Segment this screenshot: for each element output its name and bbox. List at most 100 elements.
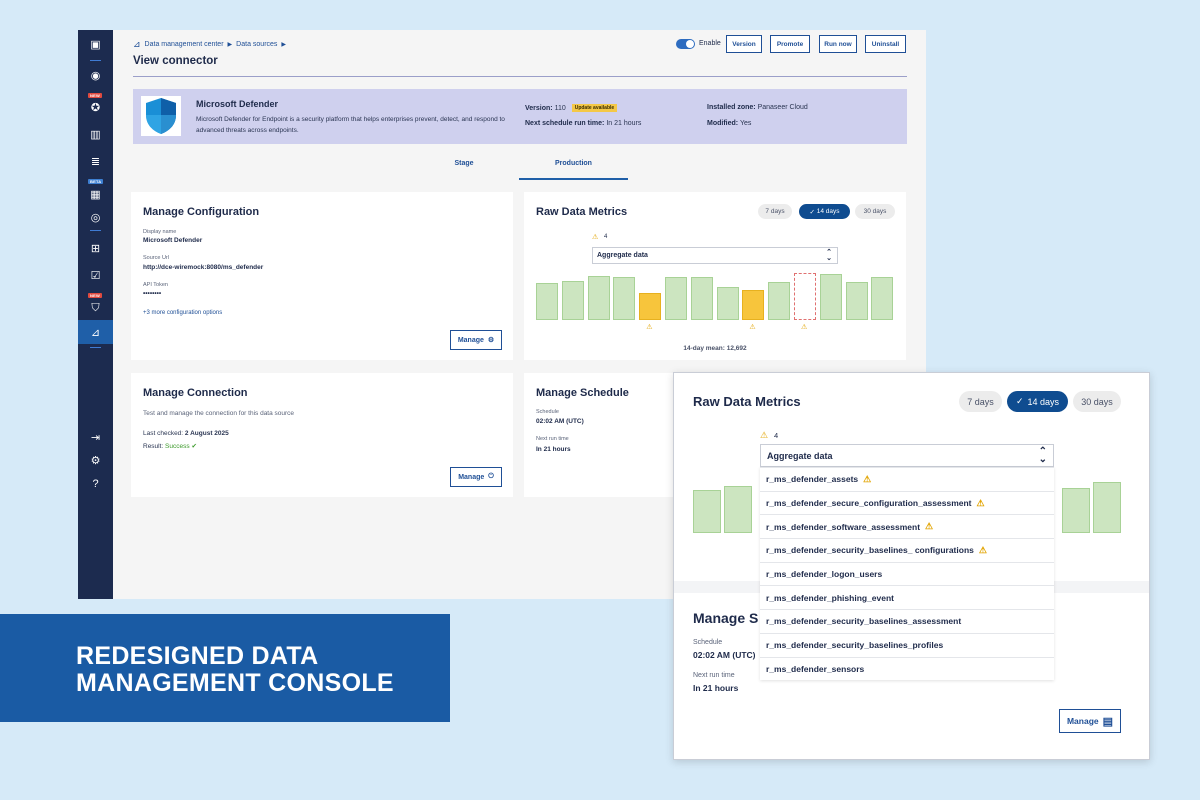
dataset-option-label: r_ms_defender_security_baselines_ config… [766, 545, 974, 556]
config-card: Manage Configuration Display name Micros… [131, 192, 513, 360]
update-available-badge[interactable]: Update available [571, 104, 618, 112]
check-icon: ✓ [809, 208, 817, 216]
chart-bar[interactable] [845, 282, 868, 320]
run-now-button[interactable]: Run now [819, 35, 857, 53]
gear-icon[interactable]: ⚙ [90, 454, 101, 467]
chart-bar[interactable] [639, 292, 662, 320]
help-icon[interactable]: ? [92, 478, 99, 490]
chart-bar[interactable] [819, 273, 842, 320]
app-logo-icon[interactable]: ▣ [90, 38, 101, 51]
range-7-days[interactable]: 7 days [758, 204, 792, 219]
promote-button[interactable]: Promote [770, 35, 810, 53]
connection-card: Manage Connection Test and manage the co… [131, 373, 513, 497]
new-badge: NEW [88, 93, 102, 98]
next-run-time-value: In 21 hours [536, 446, 571, 453]
schedule-value: 02:02 AM (UTC) [536, 418, 584, 425]
zoom-data-select[interactable]: Aggregate data ⌃ ⌄ [760, 444, 1054, 467]
chart-bar[interactable] [587, 275, 610, 320]
chart-bar[interactable] [613, 277, 636, 320]
zoomed-metrics-panel: Raw Data Metrics 7 days ✓ 14 days 30 days… [673, 372, 1150, 760]
zone-label: Installed zone: [707, 104, 756, 111]
caption-banner: REDESIGNED DATA MANAGEMENT CONSOLE [0, 614, 450, 722]
page-title: View connector [133, 55, 218, 67]
manage-connection-button[interactable]: Manage ⏻ [450, 467, 502, 487]
range-30-days[interactable]: 30 days [855, 204, 895, 219]
api-token-label: API Token [143, 282, 168, 288]
checklist-icon[interactable]: ☑ [90, 269, 101, 282]
zone-info: Installed zone: Panaseer Cloud [707, 104, 808, 111]
title-divider [133, 76, 907, 77]
sidebar: ▣ ◉ NEW ✪ ▥ ≣ BETA ▦ ◎ ⊞ ☑ NEW ⛉ ⊿ ⇥ ⚙ ? [78, 30, 113, 599]
logout-icon[interactable]: ⇥ [90, 431, 101, 444]
dataset-option[interactable]: r_ms_defender_security_baselines_profile… [760, 632, 1054, 657]
version-button[interactable]: Version [726, 35, 762, 53]
shield-icon[interactable]: ⛉ [91, 301, 100, 314]
metrics-title: Raw Data Metrics [536, 206, 628, 218]
chart-bar[interactable] [690, 277, 713, 320]
manage-schedule-button[interactable]: Manage ▤ [1059, 709, 1121, 733]
zoom-next-run-value: In 21 hours [693, 683, 739, 693]
zoom-range-7-days[interactable]: 7 days [959, 391, 1002, 412]
uninstall-button[interactable]: Uninstall [865, 35, 906, 53]
warning-icon: ⚠ [863, 473, 872, 484]
dataset-option[interactable]: r_ms_defender_security_baselines_ config… [760, 538, 1054, 562]
new-badge: NEW [88, 293, 102, 298]
config-title: Manage Configuration [143, 206, 260, 218]
chart-bar[interactable] [561, 281, 584, 320]
zoom-range-30-days[interactable]: 30 days [1073, 391, 1121, 412]
breadcrumb-link[interactable]: Data management center [144, 41, 224, 48]
breadcrumb-separator-icon: ▶ [281, 42, 287, 48]
warning-icon: ⚠ [925, 521, 934, 532]
chart-bar[interactable] [794, 273, 816, 320]
last-checked: Last checked: 2 August 2025 [143, 430, 229, 437]
data-management-icon[interactable]: ⊿ [78, 320, 113, 344]
dashboard-icon[interactable]: ▥ [90, 128, 101, 141]
chart-bar[interactable] [768, 282, 791, 320]
dataset-option-label: r_ms_defender_software_assessment [766, 521, 921, 532]
breadcrumb-separator-icon: ▶ [227, 42, 233, 48]
dataset-option[interactable]: r_ms_defender_assets ⚠ [760, 467, 1054, 491]
chart-bar[interactable] [536, 282, 558, 320]
eye-icon[interactable]: ◉ [90, 69, 101, 82]
dataset-option[interactable]: r_ms_defender_security_baselines_assessm… [760, 609, 1054, 633]
dataset-option[interactable]: r_ms_defender_phishing_event [760, 585, 1054, 609]
chart-bar[interactable] [871, 277, 894, 320]
schedule-label: Schedule [536, 409, 559, 415]
dataset-option-label: r_ms_defender_sensors [766, 663, 865, 674]
next-run-time-label: Next run time [536, 436, 569, 442]
dataset-option[interactable]: r_ms_defender_secure_configuration_asses… [760, 490, 1054, 515]
table-icon[interactable]: ▦ [90, 188, 101, 201]
dataset-option[interactable]: r_ms_defender_software_assessment ⚠ [760, 514, 1054, 538]
chart-bar[interactable] [742, 290, 765, 320]
dataset-option[interactable]: r_ms_defender_logon_users [760, 561, 1054, 586]
data-select[interactable]: Aggregate data ⌃ ⌄ [592, 247, 838, 264]
database-icon[interactable]: ≣ [90, 155, 101, 168]
zoom-schedule-label: Schedule [693, 639, 723, 646]
connection-description: Test and manage the connection for this … [143, 410, 295, 417]
manage-config-button[interactable]: Manage ⚙ [450, 330, 502, 350]
target-icon[interactable]: ◎ [90, 211, 101, 224]
range-14-days[interactable]: ✓ 14 days [799, 204, 850, 219]
chart-bar [693, 490, 721, 533]
chart-bar[interactable] [665, 277, 687, 320]
dataset-option-label: r_ms_defender_secure_configuration_asses… [766, 498, 972, 509]
grid-icon[interactable]: ⊞ [90, 242, 101, 255]
dataset-option-label: r_ms_defender_security_baselines_assessm… [766, 616, 962, 627]
beta-badge: BETA [88, 179, 104, 184]
display-name-label: Display name [143, 229, 177, 235]
mean-label: 14-day mean: 12,692 [683, 345, 747, 352]
tab-stage[interactable]: Stage [454, 160, 474, 167]
api-token-value: •••••••• [143, 290, 162, 297]
more-options-link[interactable]: +3 more configuration options [143, 310, 223, 316]
warning-icon: ⚠ [801, 324, 808, 331]
dataset-option[interactable]: r_ms_defender_sensors [760, 656, 1054, 681]
breadcrumb-link[interactable]: Data sources [236, 41, 278, 48]
tab-production[interactable]: Production [519, 160, 628, 180]
warning-count: 4 [604, 234, 608, 240]
chart-bar[interactable] [716, 287, 739, 320]
enable-toggle[interactable] [676, 39, 695, 49]
data-select-value: Aggregate data [597, 252, 648, 259]
star-icon[interactable]: ✪ [90, 101, 101, 114]
connector-description: Microsoft Defender for Endpoint is a sec… [196, 116, 505, 134]
zoom-range-14-days[interactable]: ✓ 14 days [1007, 391, 1068, 412]
